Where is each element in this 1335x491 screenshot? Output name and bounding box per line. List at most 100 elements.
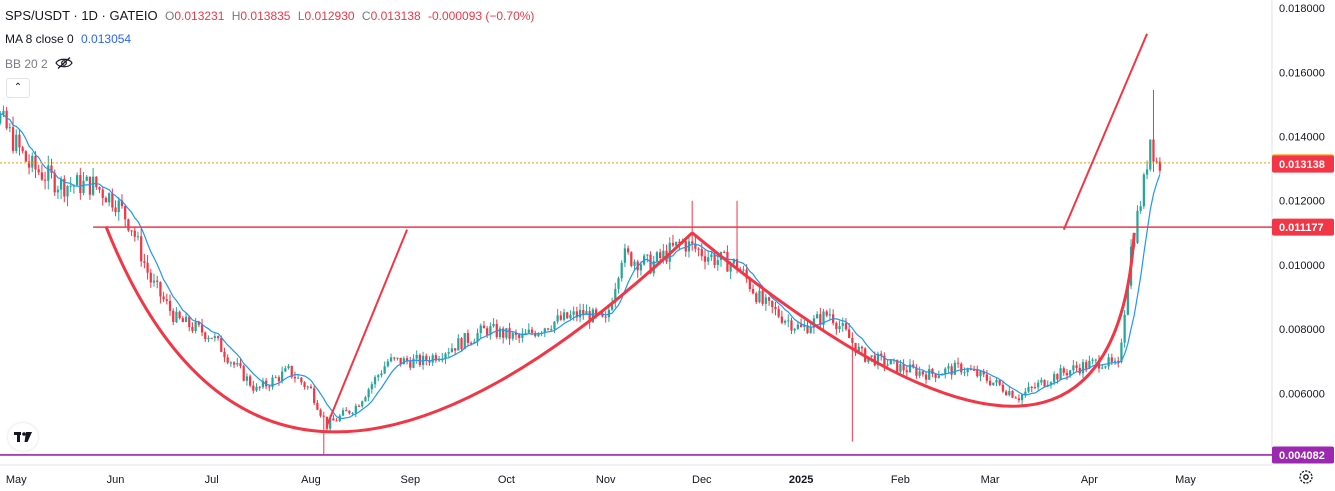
bb-label: BB 20 2 [5,57,48,71]
candle-body [322,415,325,417]
price-axis[interactable]: 0.018000 0.016000 0.014000 0.012000 0.010000… [1279,3,1325,400]
candle-body [1037,382,1040,388]
candle-body [1033,387,1037,389]
candle-body [172,310,175,323]
candle-body [345,410,348,412]
x-tick-label: Nov [596,474,616,486]
candle-body [252,385,255,391]
candle-body [966,368,969,373]
x-tick-label: May [1175,474,1196,486]
candle-body [780,316,783,323]
candle-body [1059,368,1062,380]
candle-body [646,254,649,256]
candle-body [537,333,540,337]
candle-body [473,341,476,343]
candle-body [838,325,841,330]
candle-body [854,342,857,353]
candle-body [415,354,418,359]
candle-body [373,377,377,385]
candle-body [165,299,168,301]
candle-body [389,357,393,362]
eye-off-icon[interactable] [55,56,73,70]
change-value: -0.000093 (−0.70%) [428,9,535,23]
candle-body [184,316,188,323]
candle-body [367,389,370,398]
candle-body [694,243,697,249]
gear-icon[interactable] [1297,468,1315,486]
candle-body [2,110,5,115]
candle-body [1062,368,1065,373]
chevron-up-icon: ⌃ [13,82,23,93]
candle-body [896,359,899,372]
candle-body [156,280,159,282]
open-value: 0.013231 [174,9,225,23]
candle-body [191,327,194,331]
collapse-legend-button[interactable]: ⌃ [6,78,30,98]
candle-body [876,353,880,366]
candle-body [140,236,143,262]
candle-body [348,410,351,414]
candle-body [745,269,748,279]
candle-body [396,357,399,359]
x-tick-label: Oct [498,474,515,486]
candle-body [114,207,117,213]
pattern-annotations [104,33,1148,434]
price-tag [1272,218,1334,236]
candle-body [149,272,152,283]
candle-body [236,363,239,365]
candle-body [159,281,162,297]
candle-body [248,376,252,386]
candle-body [393,357,396,359]
candle-body [729,263,732,272]
candle-body [124,206,127,220]
time-axis[interactable]: May Jun Jul Aug Sep Oct Nov Dec 2025 Feb Mar Apr May [6,474,1197,486]
ma-legend[interactable]: MA 8 close 0 0.013054 [5,32,135,46]
candle-body [425,355,428,361]
candle-body [915,367,918,376]
candle-body [130,230,133,232]
candle-body [104,197,108,203]
candle-body [953,362,956,375]
candle-body [767,297,771,301]
candle-body [995,380,998,383]
candle-body [556,315,559,322]
candle-body [495,323,498,337]
bb-legend[interactable]: BB 20 2 [5,56,73,71]
candle-body [309,386,313,389]
candle-body [418,354,422,365]
candle-body [819,314,822,325]
candle-body [860,346,864,349]
candle-body [434,355,438,361]
y-tick-label: 0.018000 [1279,3,1325,15]
candle-body [281,371,284,382]
candle-body [274,377,277,379]
candle-body [662,250,665,258]
candle-body [232,362,236,365]
candle-body [40,172,44,180]
candle-body [162,296,165,300]
candle-body [982,371,985,375]
candle-body [204,332,207,339]
candle-body [678,241,681,244]
candle-body [1113,360,1117,362]
candlestick-series [0,89,1162,455]
candle-body [559,315,562,320]
y-tick-label: 0.014000 [1279,131,1325,143]
symbol-title[interactable]: SPS/USDT · 1D · GATEIO [5,8,158,23]
candle-body [979,371,982,377]
candle-body [210,337,213,339]
candle-body [329,418,332,429]
candle-body [287,365,290,369]
candle-body [851,338,854,343]
candle-body [594,309,598,315]
candle-body [1110,357,1113,362]
candle-body [601,313,604,317]
candle-body [447,352,450,354]
candle-body [992,382,995,386]
candle-body [95,176,98,188]
candle-body [956,362,960,364]
tradingview-logo[interactable] [8,423,38,451]
candle-body [428,360,431,363]
